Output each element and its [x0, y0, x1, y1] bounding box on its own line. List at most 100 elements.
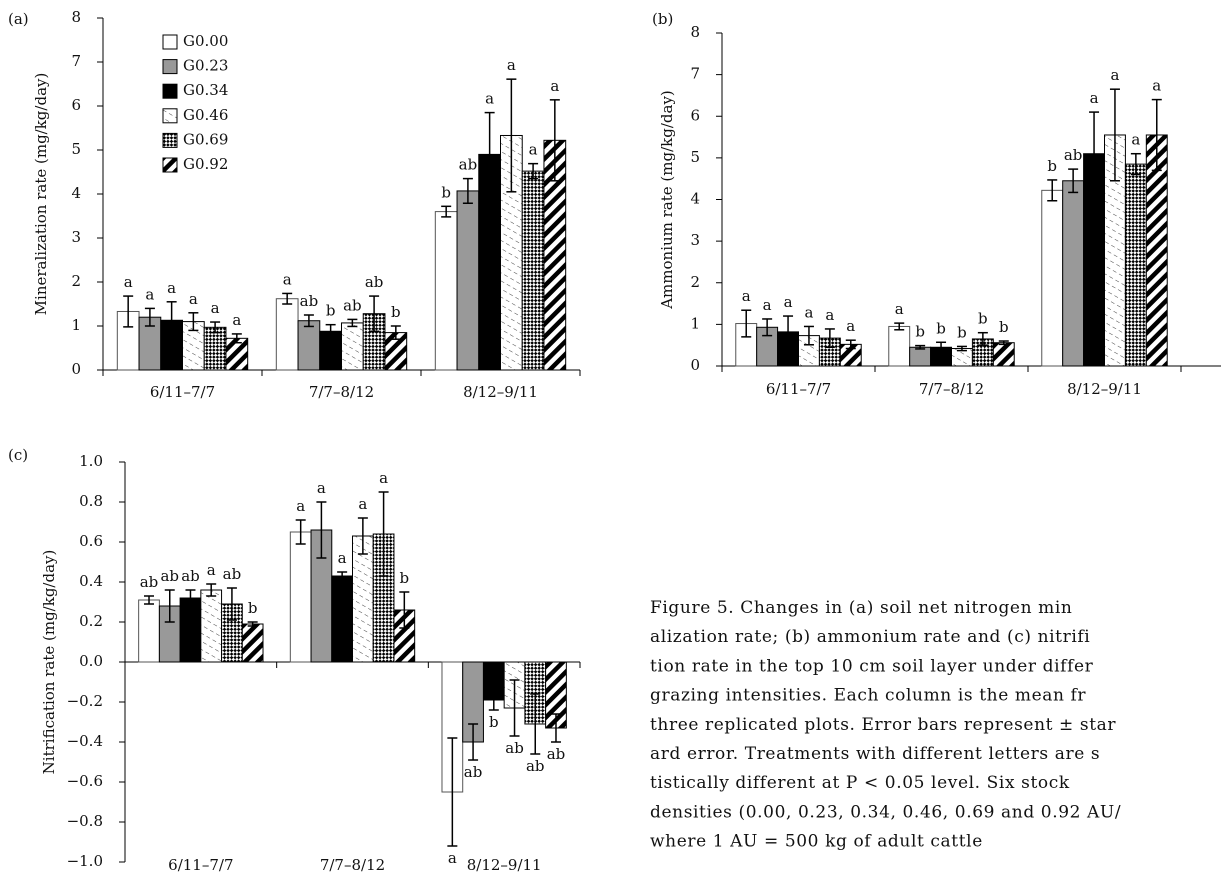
- error-bar: [484, 111, 495, 197]
- bar: [203, 326, 227, 371]
- error-bar: [144, 307, 155, 327]
- significance-letter: a: [485, 90, 494, 108]
- error-bar: [803, 325, 814, 346]
- error-bar: [185, 589, 196, 607]
- y-tick-label: −0.2: [67, 692, 103, 710]
- error-bar: [357, 517, 368, 555]
- significance-letter: b: [978, 310, 988, 328]
- significance-letter: ab: [1064, 146, 1083, 164]
- significance-letter: a: [232, 311, 241, 329]
- significance-letter: ab: [300, 292, 319, 310]
- significance-letter: ab: [343, 296, 362, 314]
- bar: [241, 623, 264, 663]
- y-tick-label: 5: [71, 140, 81, 158]
- error-bar: [977, 331, 988, 346]
- significance-letter: ab: [223, 565, 242, 583]
- panel-label: (b): [652, 10, 673, 28]
- error-bar: [210, 321, 221, 334]
- significance-letter: a: [207, 561, 216, 579]
- error-bar: [316, 501, 327, 559]
- error-bar: [226, 587, 237, 621]
- significance-letter: a: [124, 273, 133, 291]
- error-bar: [762, 318, 773, 337]
- error-bar: [399, 591, 410, 629]
- significance-letter: ab: [464, 763, 483, 781]
- y-tick-label: 1: [71, 316, 81, 334]
- significance-letter: ab: [181, 567, 200, 585]
- caption-line: ard error. Treatments with different let…: [650, 744, 1100, 764]
- significance-letter: b: [915, 323, 925, 341]
- panel-label: (a): [8, 10, 29, 28]
- error-bar: [845, 339, 856, 350]
- significance-letter: b: [489, 713, 499, 731]
- y-tick-label: 0.2: [79, 612, 103, 630]
- y-tick-label: −0.4: [67, 732, 103, 750]
- bar: [888, 325, 911, 367]
- error-bar: [936, 341, 947, 354]
- significance-letter: a: [784, 293, 793, 311]
- x-tick-label: 6/11–7/7: [168, 856, 233, 874]
- legend-label: G0.92: [183, 155, 228, 173]
- legend-label: G0.69: [183, 130, 228, 148]
- significance-letter: a: [211, 299, 220, 317]
- error-bar: [894, 322, 905, 331]
- error-bar: [741, 309, 752, 338]
- significance-letter: a: [1131, 131, 1140, 149]
- bar: [297, 320, 321, 371]
- significance-letter: b: [936, 319, 946, 337]
- legend-swatch: [162, 59, 178, 75]
- y-tick-label: −1.0: [67, 852, 103, 870]
- bar: [341, 322, 364, 371]
- y-tick-label: 0.0: [79, 652, 103, 670]
- legend-swatch: [162, 157, 178, 173]
- caption-line: tistically different at P < 0.05 level. …: [650, 773, 1070, 793]
- legend-swatch: [162, 83, 178, 99]
- error-bar: [1151, 98, 1162, 172]
- x-tick-label: 7/7–8/12: [320, 856, 385, 874]
- y-tick-label: 1.0: [79, 452, 103, 470]
- y-axis-label: Ammonium rate (mg/kg/day): [658, 90, 676, 310]
- error-bar: [144, 595, 155, 605]
- significance-letter: a: [317, 479, 326, 497]
- bar: [200, 589, 223, 663]
- significance-letter: a: [846, 317, 855, 335]
- significance-letter: a: [763, 296, 772, 314]
- significance-letter: a: [1152, 77, 1161, 95]
- bar: [1124, 163, 1147, 367]
- y-tick-label: 1: [690, 314, 700, 332]
- error-bar: [369, 295, 380, 333]
- significance-letter: a: [1110, 66, 1119, 84]
- error-bar: [549, 99, 560, 182]
- bar: [434, 211, 458, 371]
- error-bar: [1109, 88, 1120, 182]
- significance-letter: a: [529, 141, 538, 159]
- significance-letter: b: [999, 318, 1009, 336]
- significance-letter: b: [1047, 157, 1057, 175]
- significance-letter: a: [338, 549, 347, 567]
- caption-line: alization rate; (b) ammonium rate and (c…: [650, 627, 1090, 647]
- bar: [352, 535, 374, 663]
- x-tick-label: 7/7–8/12: [919, 380, 984, 398]
- bar: [909, 346, 932, 367]
- error-bar: [550, 713, 561, 743]
- y-tick-label: 7: [71, 52, 81, 70]
- y-tick-label: 5: [690, 148, 700, 166]
- caption-line: three replicated plots. Error bars repre…: [650, 715, 1116, 735]
- error-bar: [231, 333, 242, 344]
- significance-letter: ab: [140, 573, 159, 591]
- significance-letter: b: [441, 183, 451, 201]
- error-bar: [123, 295, 134, 328]
- error-bar: [166, 301, 177, 340]
- bar: [331, 575, 353, 663]
- error-bar: [206, 583, 217, 597]
- legend-label: G0.23: [183, 57, 228, 75]
- significance-letter: a: [283, 270, 292, 288]
- significance-letter: ab: [459, 156, 478, 174]
- error-bar: [325, 323, 336, 339]
- y-tick-label: 3: [71, 228, 81, 246]
- y-tick-label: 8: [71, 8, 81, 26]
- y-tick-label: −0.8: [67, 812, 103, 830]
- error-bar: [462, 177, 473, 204]
- legend-swatch: [162, 34, 178, 50]
